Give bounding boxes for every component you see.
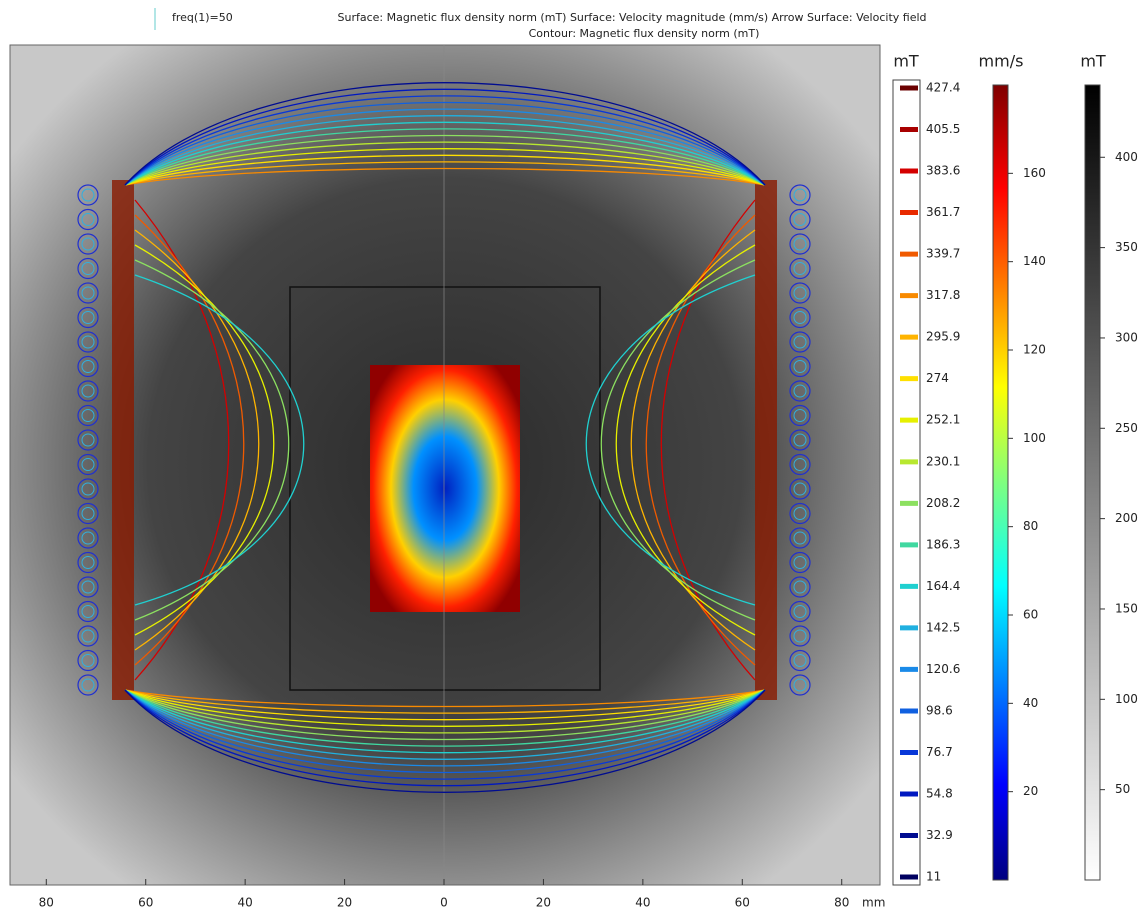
contour-level-label: 142.5: [926, 620, 960, 634]
contour-level-label: 252.1: [926, 413, 960, 427]
x-tick-label: 80: [39, 896, 54, 910]
colorbar-tick-label: 120: [1023, 343, 1046, 357]
x-tick-label: 20: [536, 896, 551, 910]
contour-level-label: 427.4: [926, 81, 960, 95]
velocity-region: [370, 365, 520, 612]
contour-level-label: 295.9: [926, 330, 960, 344]
contour-level-label: 405.5: [926, 122, 960, 136]
x-tick-label: 20: [337, 896, 352, 910]
colorbar-tick-label: 160: [1023, 166, 1046, 180]
x-tick-label: 80: [834, 896, 849, 910]
contour-level-label: 383.6: [926, 163, 960, 177]
contour-level-label: 164.4: [926, 579, 960, 593]
contour-level-label: 274: [926, 371, 949, 385]
colorbar-tick-label: 20: [1023, 784, 1038, 798]
colorbar-tick-label: 300: [1115, 330, 1138, 344]
magnet-right: [755, 180, 777, 700]
colorbar-tick-label: 140: [1023, 254, 1046, 268]
x-tick-label: 40: [635, 896, 650, 910]
x-tick-label: 60: [138, 896, 153, 910]
colorbar-tick-label: 200: [1115, 511, 1138, 525]
colorbar-tick-label: 150: [1115, 601, 1138, 615]
colorbar-tick-label: 100: [1023, 431, 1046, 445]
colorbar-tick-label: 80: [1023, 519, 1038, 533]
contour-level-label: 186.3: [926, 537, 960, 551]
contour-level-label: 208.2: [926, 496, 960, 510]
contour-level-label: 361.7: [926, 205, 960, 219]
plot-page: freq(1)=50 Surface: Magnetic flux densit…: [0, 0, 1138, 913]
colorbar-tick-label: 350: [1115, 240, 1138, 254]
x-unit: mm: [862, 896, 885, 910]
magnet-left: [112, 180, 134, 700]
freq-label: freq(1)=50: [172, 11, 233, 24]
contour-level-label: 230.1: [926, 454, 960, 468]
contour-level-label: 317.8: [926, 288, 960, 302]
x-tick-label: 0: [440, 896, 448, 910]
colorbar: [1085, 85, 1100, 880]
contour-level-label: 32.9: [926, 828, 953, 842]
contour-level-label: 54.8: [926, 787, 953, 801]
x-tick-label: 40: [238, 896, 253, 910]
colorbar-tick-label: 250: [1115, 421, 1138, 435]
x-tick-label: 60: [735, 896, 750, 910]
colorbar-title: mT: [1080, 52, 1106, 71]
field: [10, 45, 880, 885]
plot-subtitle: Contour: Magnetic flux density norm (mT): [529, 27, 760, 40]
colorbar-tick-label: 100: [1115, 692, 1138, 706]
contour-level-label: 11: [926, 870, 941, 884]
contour-legend-box: [893, 80, 920, 885]
contour-level-label: 98.6: [926, 704, 953, 718]
colorbar-tick-label: 40: [1023, 696, 1038, 710]
colorbar-tick-label: 50: [1115, 782, 1130, 796]
colorbar-tick-label: 400: [1115, 150, 1138, 164]
colorbar: [993, 85, 1008, 880]
contour-level-label: 339.7: [926, 247, 960, 261]
contour-level-label: 120.6: [926, 662, 960, 676]
contour-level-label: 76.7: [926, 745, 953, 759]
plot-title: Surface: Magnetic flux density norm (mT)…: [337, 11, 926, 24]
colorbar-tick-label: 60: [1023, 608, 1038, 622]
colorbar-title: mm/s: [979, 52, 1024, 71]
contour-legend-title: mT: [893, 52, 919, 71]
